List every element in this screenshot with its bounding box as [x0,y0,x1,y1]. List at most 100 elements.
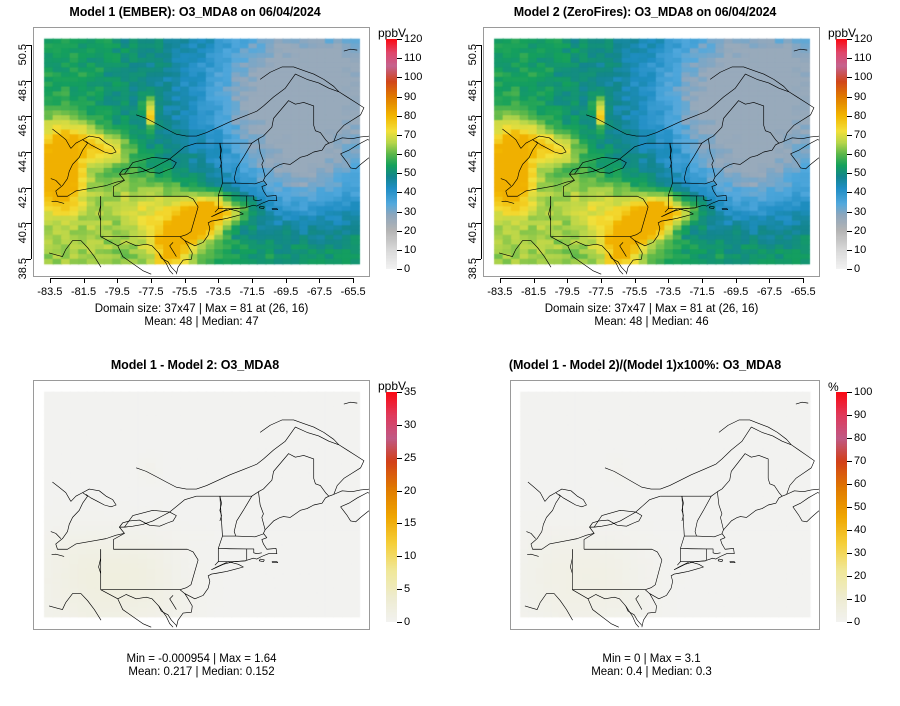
y-tick-label: 50.5 [17,43,29,66]
x-tick-label: -75.5 [622,286,648,298]
x-tick-mark [218,278,220,283]
colorbar-tick-mark [397,424,402,426]
panel-model1-yaxis: 38.5 40.5 42.5 44.5 46.5 48.5 50.5 [0,27,32,280]
colorbar-tick-label: 80 [404,109,417,122]
x-tick-mark [499,278,501,283]
panel-difference-caption-line1: Min = -0.000954 | Max = 1.64 [126,653,277,665]
colorbar-tick-mark [847,39,852,40]
y-tick-mark [26,223,31,225]
x-tick-mark [184,278,186,283]
panel-model1-plot [33,27,370,277]
colorbar-tick-mark [397,39,402,40]
x-tick-label: -79.5 [554,286,580,298]
colorbar-tick-label: 50 [854,501,867,513]
y-tick-label: 44.5 [467,151,479,173]
y-tick-mark [476,223,481,225]
y-tick-label: 46.5 [467,115,479,137]
x-tick-mark [533,278,535,283]
colorbar-tick-mark [397,77,402,79]
panel-percent-difference-raster [511,381,819,629]
colorbar-tick-label: 20 [854,224,867,237]
colorbar-tick-mark [847,96,852,98]
y-tick-label: 46.5 [17,115,29,137]
x-tick-label: -67.5 [756,286,782,298]
colorbar-tick-label: 15 [404,517,417,530]
colorbar-tick-label: 70 [404,128,417,141]
y-tick-label: 48.5 [17,79,29,101]
panel-model1: Model 1 (EMBER): O3_MDA8 on 06/04/2024 3… [0,0,450,345]
x-tick-mark [285,278,287,283]
x-tick-label: -77.5 [138,286,164,298]
colorbar-tick-mark [397,230,402,232]
y-tick-mark [476,80,481,82]
panel-model1-colorbar-strip [386,39,397,269]
colorbar-tick-mark [847,192,852,194]
colorbar-tick-mark [847,553,852,554]
colorbar-tick-mark [397,556,402,558]
y-tick-label: 38.5 [467,258,479,280]
colorbar-tick-label: 100 [854,386,873,398]
colorbar-tick-mark [847,576,852,577]
colorbar-tick-mark [397,589,402,591]
x-tick-label: -69.5 [273,286,299,298]
panel-model2-colorbar: ppbV 0 10 20 30 40 50 60 70 80 90 100 110 120 [828,26,900,275]
panel-model2-colorbar-unit: ppbV [828,26,857,40]
panel-difference-colorbar: ppbV 0 5 10 15 20 25 30 35 [378,379,450,628]
colorbar-tick-mark [397,523,402,525]
colorbar-tick-mark [847,230,852,232]
colorbar-tick-mark [847,599,852,600]
y-tick-mark [476,44,481,46]
x-tick-mark [769,278,771,283]
panel-model1-raster [34,28,369,276]
panel-model2-xaxis: -83.5 -81.5 -79.5 -77.5 -75.5 -73.5 -71.5 -69.5… [483,278,820,304]
panel-model2-caption-line2: Mean: 48 | Median: 46 [594,316,709,328]
panel-model1-colorbar-unit: ppbV [378,26,407,40]
colorbar-tick-mark [397,490,402,492]
colorbar-tick-mark [847,622,852,623]
colorbar-tick-label: 10 [404,550,417,563]
x-tick-mark [117,278,119,283]
colorbar-tick-label: 60 [854,148,867,160]
y-axis-line [31,44,32,260]
panel-percent-difference-caption-line2: Mean: 0.4 | Median: 0.3 [591,666,712,678]
colorbar-tick-mark [397,622,402,623]
colorbar-tick-label: 40 [854,186,867,199]
colorbar-tick-mark [847,530,852,531]
colorbar-tick-mark [397,134,402,136]
panel-percent-difference-plot [510,380,820,630]
x-tick-label: -77.5 [588,286,614,298]
panel-percent-difference: (Model 1 - Model 2)/(Model 1)x100%: O3_M… [450,353,900,706]
y-tick-mark [476,187,481,189]
x-tick-mark [83,278,85,283]
x-tick-mark [600,278,602,283]
colorbar-tick-label: 0 [404,263,411,275]
panel-model2-caption-line1: Domain size: 37x47 | Max = 81 at (26, 16… [544,303,759,315]
panel-percent-difference-colorbar: % 0 10 20 30 40 50 60 70 80 90 100 [828,380,900,628]
panel-model1-title: Model 1 (EMBER): O3_MDA8 on 06/04/2024 [69,5,321,19]
colorbar-tick-label: 0 [854,263,861,275]
y-tick-label: 40.5 [467,222,479,244]
colorbar-tick-label: 70 [854,455,867,467]
colorbar-tick-label: 10 [854,593,867,605]
y-tick-mark [26,44,31,46]
y-tick-label: 42.5 [467,186,479,209]
colorbar-tick-mark [397,249,402,251]
y-axis-line [481,44,482,260]
panel-model1-caption-line2: Mean: 48 | Median: 47 [144,316,259,328]
colorbar-tick-label: 60 [404,148,417,160]
colorbar-tick-label: 50 [854,167,867,180]
colorbar-tick-mark [847,438,852,439]
colorbar-tick-mark [397,96,402,98]
y-tick-mark [26,187,31,189]
colorbar-tick-label: 0 [854,616,861,628]
x-tick-label: -75.5 [172,286,198,298]
y-tick-label: 48.5 [467,79,479,101]
colorbar-tick-label: 80 [854,109,867,122]
x-tick-label: -79.5 [104,286,130,298]
panel-model2-raster [484,28,819,276]
y-tick-mark [26,259,31,261]
y-tick-mark [476,116,481,118]
panel-model2-yaxis: 38.5 40.5 42.5 44.5 46.5 48.5 50.5 [450,27,482,280]
x-tick-label: -69.5 [723,286,749,298]
x-tick-label: -83.5 [37,286,63,298]
